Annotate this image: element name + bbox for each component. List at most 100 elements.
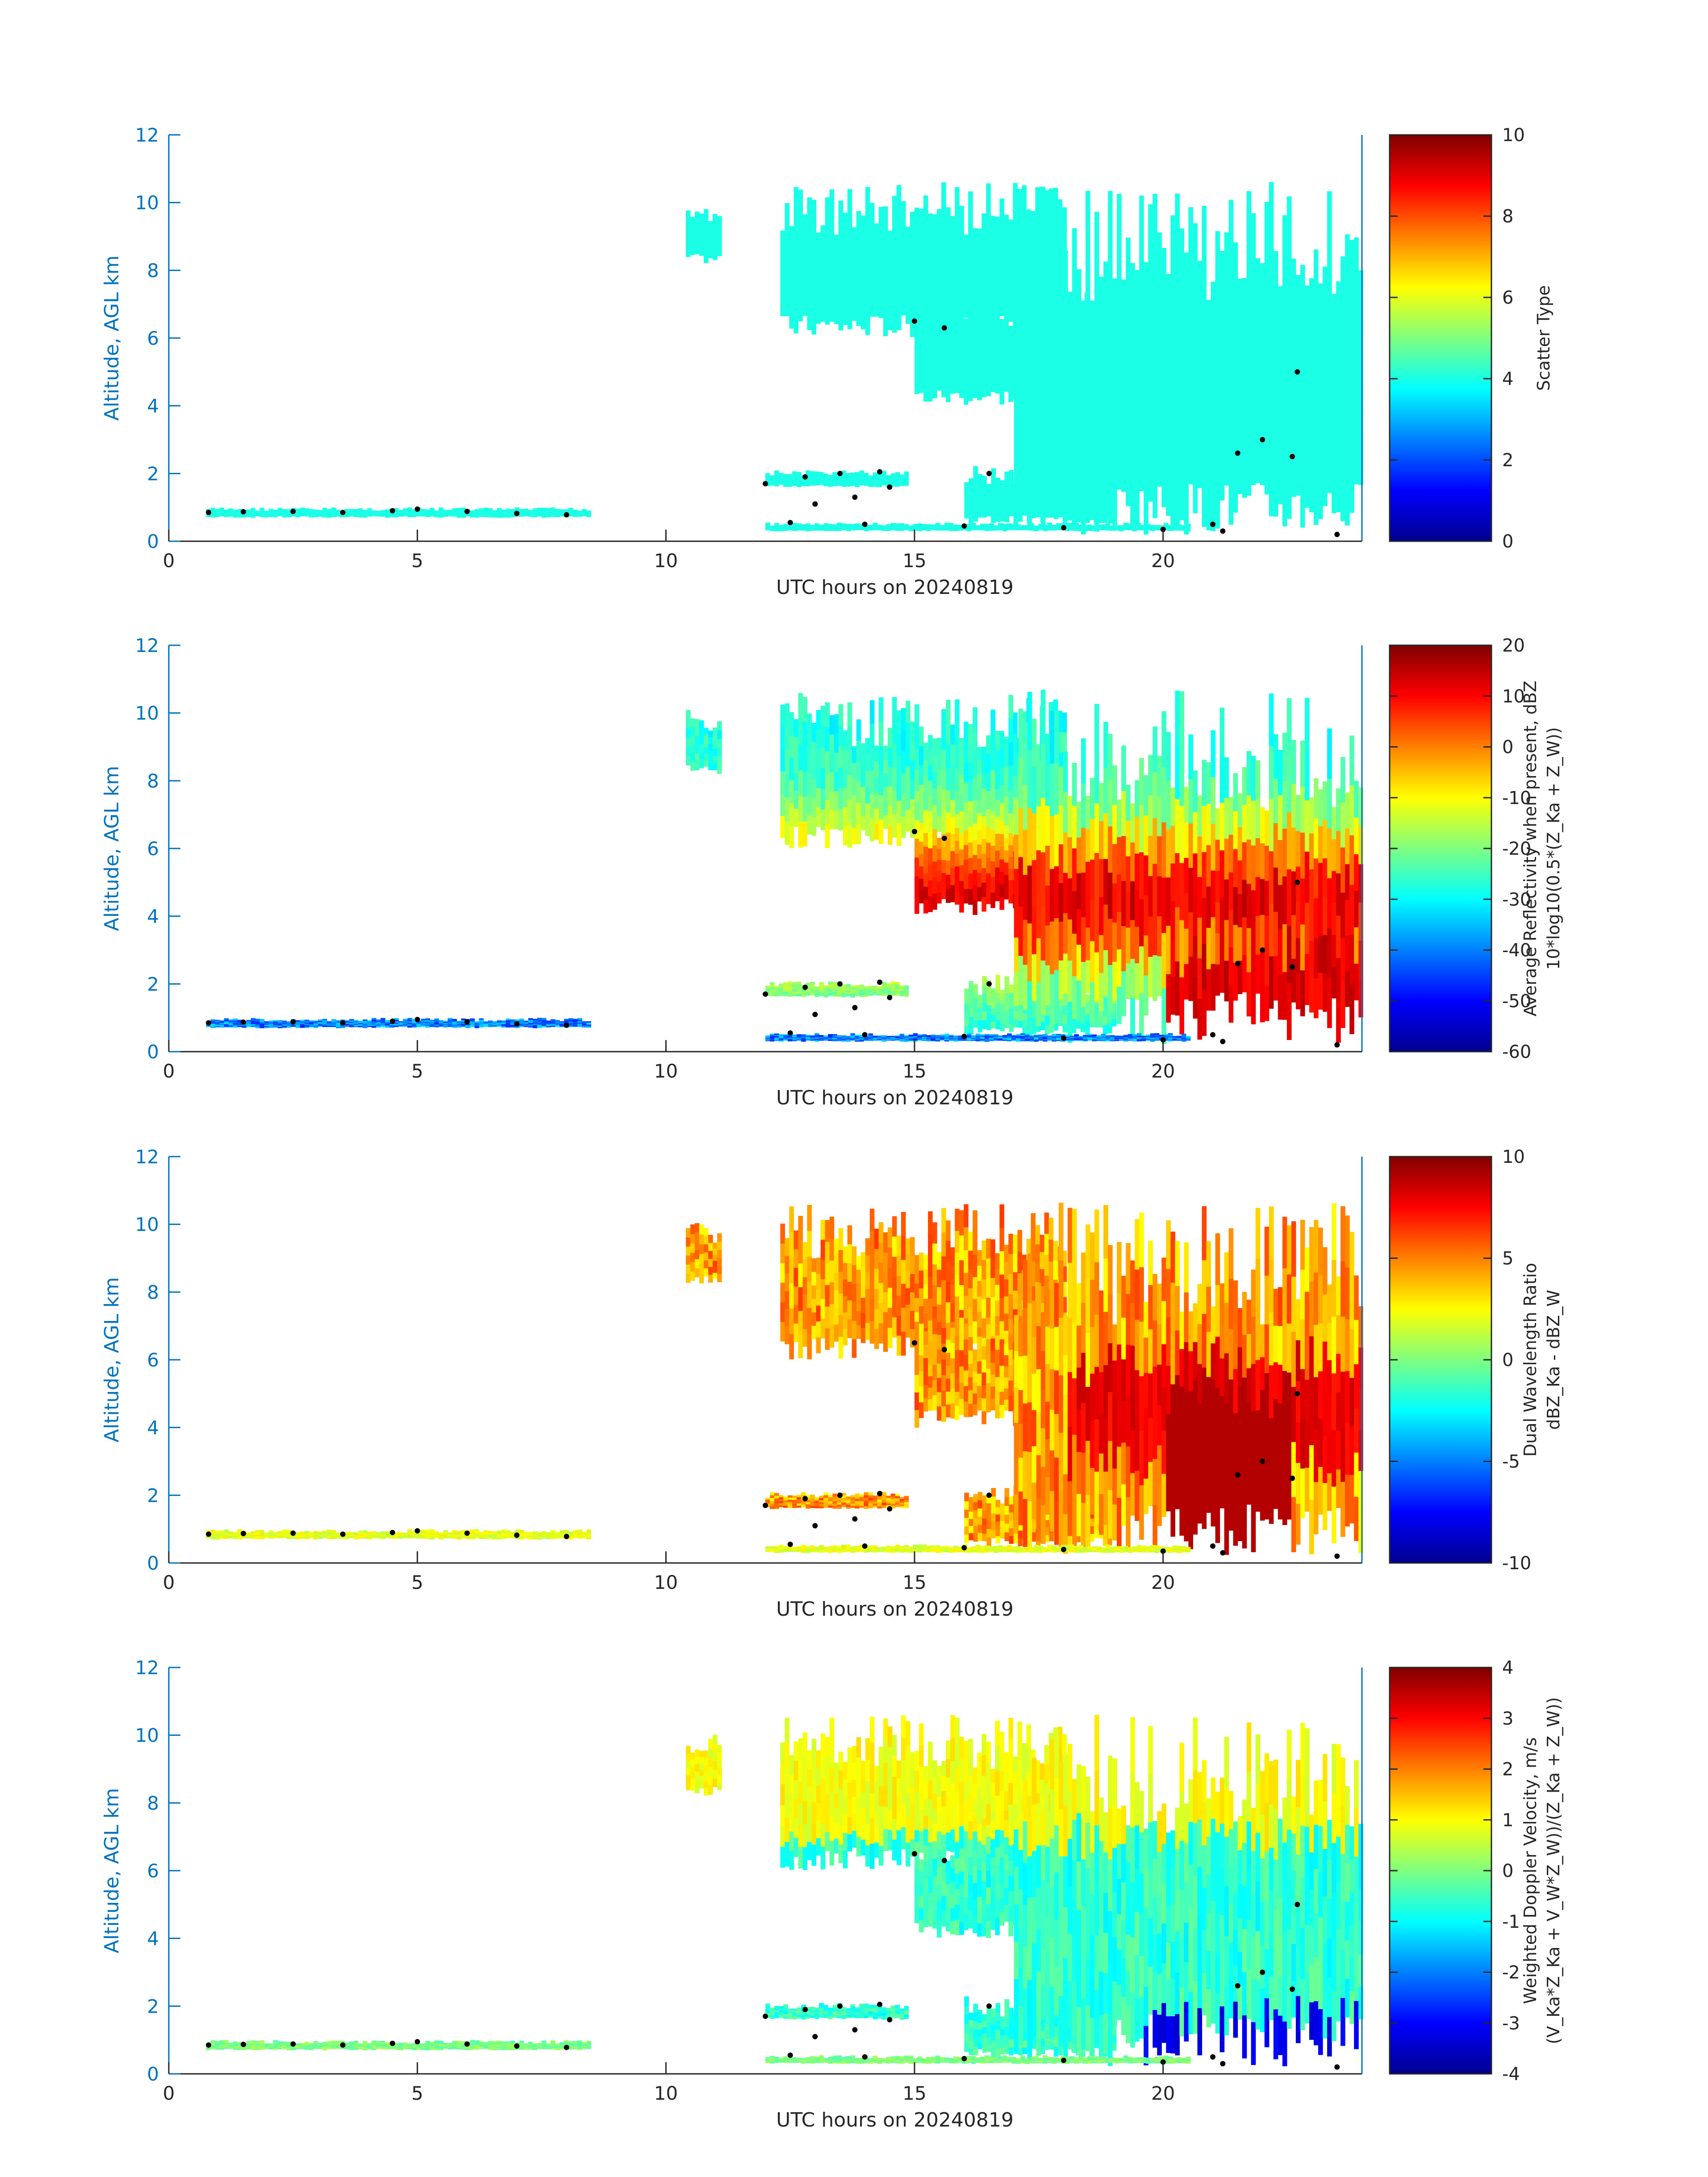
echo-cell bbox=[1170, 476, 1175, 528]
echo-cell bbox=[823, 991, 828, 994]
echo-cell bbox=[868, 986, 873, 988]
y-tick-label: 6 bbox=[147, 327, 159, 349]
echo-cell bbox=[1202, 473, 1207, 527]
echo-cell bbox=[859, 525, 864, 526]
echo-cell bbox=[1139, 758, 1144, 806]
echo-cell bbox=[823, 480, 828, 482]
echo-cell bbox=[973, 984, 978, 992]
echo-cell bbox=[1184, 893, 1189, 929]
echo-cell bbox=[877, 994, 882, 996]
echo-cell bbox=[1065, 528, 1070, 530]
echo-cell bbox=[470, 515, 475, 517]
echo-cell bbox=[551, 507, 555, 510]
echo-cell bbox=[788, 986, 793, 990]
echo-cell bbox=[859, 483, 864, 486]
echo-cell bbox=[1197, 412, 1203, 451]
echo-cell bbox=[528, 1024, 533, 1026]
echo-cell bbox=[340, 1026, 345, 1028]
echo-cell bbox=[829, 753, 835, 773]
echo-cell bbox=[1121, 836, 1126, 881]
echo-cell bbox=[492, 512, 497, 514]
echo-cell bbox=[1089, 486, 1094, 495]
echo-cell bbox=[881, 471, 887, 474]
echo-cell bbox=[999, 846, 1004, 860]
echo-cell bbox=[966, 527, 972, 529]
echo-cell bbox=[1027, 392, 1032, 438]
echo-cell bbox=[1023, 785, 1028, 830]
echo-cell bbox=[986, 997, 991, 1006]
echo-cell bbox=[505, 1020, 511, 1022]
echo-cell bbox=[713, 229, 718, 237]
echo-cell bbox=[995, 217, 1000, 236]
echo-cell bbox=[1008, 833, 1013, 845]
echo-cell bbox=[843, 306, 848, 325]
echo-cell bbox=[968, 873, 973, 890]
echo-cell bbox=[1008, 351, 1013, 364]
echo-cell bbox=[1237, 422, 1243, 458]
echo-cell bbox=[1081, 783, 1086, 828]
echo-cell bbox=[1145, 526, 1151, 527]
cloud-base-point bbox=[1290, 454, 1295, 460]
echo-cell bbox=[1053, 234, 1058, 259]
echo-cell bbox=[1040, 414, 1046, 472]
echo-cell bbox=[1087, 530, 1092, 531]
echo-cell bbox=[990, 861, 995, 877]
echo-cell bbox=[982, 489, 987, 497]
echo-cell bbox=[995, 273, 1000, 292]
echo-cell bbox=[259, 1026, 265, 1028]
echo-cell bbox=[1027, 749, 1032, 808]
echo-cell bbox=[510, 1023, 515, 1025]
echo-cell bbox=[1211, 323, 1216, 365]
echo-cell bbox=[1345, 864, 1350, 900]
echo-cell bbox=[774, 1038, 779, 1040]
echo-cell bbox=[528, 511, 533, 513]
echo-cell bbox=[1136, 523, 1142, 525]
echo-cell bbox=[690, 236, 695, 242]
echo-cell bbox=[774, 991, 779, 993]
echo-cell bbox=[304, 1025, 309, 1027]
echo-cell bbox=[1345, 476, 1350, 526]
echo-cell bbox=[1179, 422, 1184, 472]
echo-cell bbox=[816, 788, 821, 808]
echo-cell bbox=[1065, 522, 1070, 525]
echo-cell bbox=[363, 511, 367, 513]
echo-cell bbox=[964, 830, 969, 845]
echo-cell bbox=[886, 985, 891, 988]
echo-cell bbox=[823, 528, 828, 530]
echo-cell bbox=[1031, 510, 1036, 518]
echo-cell bbox=[233, 514, 238, 515]
echo-cell bbox=[1002, 527, 1007, 529]
echo-cell bbox=[1332, 934, 1336, 967]
echo-cell bbox=[1114, 529, 1119, 531]
echo-cell bbox=[837, 481, 842, 483]
echo-cell bbox=[868, 992, 873, 994]
echo-cell bbox=[1332, 403, 1336, 440]
echo-cell bbox=[542, 516, 547, 518]
echo-cell bbox=[841, 476, 846, 479]
echo-cell bbox=[447, 513, 453, 514]
echo-cell bbox=[1349, 984, 1354, 1034]
echo-cell bbox=[797, 989, 802, 992]
echo-cell bbox=[1000, 1017, 1005, 1024]
echo-cell bbox=[1144, 262, 1148, 308]
echo-cell bbox=[694, 233, 700, 240]
echo-cell bbox=[999, 785, 1004, 803]
echo-cell bbox=[1072, 763, 1077, 806]
echo-cell bbox=[1044, 511, 1050, 518]
echo-cell bbox=[955, 814, 960, 837]
echo-cell bbox=[1184, 857, 1189, 894]
echo-cell bbox=[1219, 334, 1225, 376]
echo-cell bbox=[1170, 977, 1175, 1015]
echo-cell bbox=[1049, 396, 1055, 445]
echo-cell bbox=[1170, 267, 1175, 320]
echo-cell bbox=[1071, 506, 1077, 515]
echo-cell bbox=[1063, 332, 1068, 373]
echo-cell bbox=[1206, 453, 1211, 492]
echo-cell bbox=[998, 529, 1003, 531]
echo-cell bbox=[1044, 499, 1050, 506]
echo-cell bbox=[968, 240, 973, 265]
echo-cell bbox=[385, 514, 390, 517]
echo-cell bbox=[264, 1021, 269, 1023]
echo-cell bbox=[434, 515, 439, 517]
echo-cell bbox=[850, 527, 855, 529]
